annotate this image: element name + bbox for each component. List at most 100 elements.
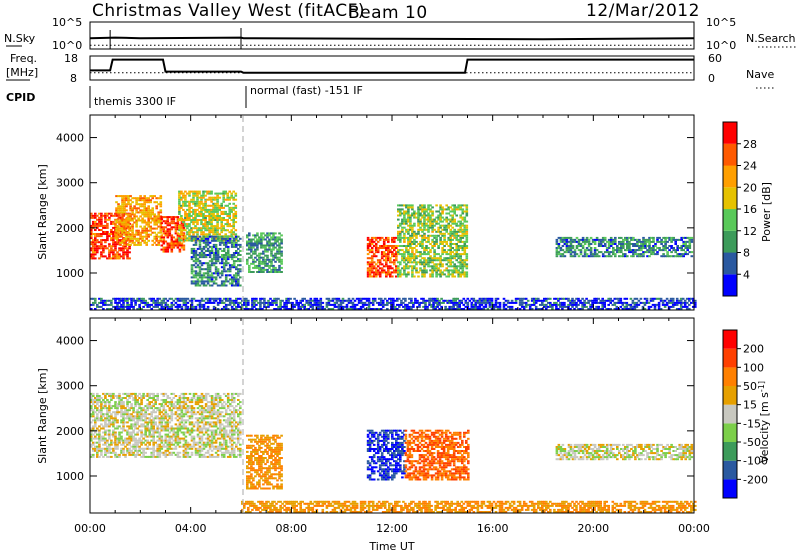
- data-cell: [429, 249, 432, 251]
- data-cell: [195, 262, 198, 264]
- data-cell: [423, 221, 426, 223]
- data-cell: [133, 205, 136, 207]
- data-cell: [232, 203, 235, 205]
- data-cell: [118, 456, 121, 458]
- data-cell: [260, 243, 263, 245]
- data-cell: [200, 201, 203, 203]
- data-cell: [499, 306, 502, 308]
- data-cell: [413, 231, 416, 233]
- data-cell: [268, 234, 271, 236]
- data-cell: [98, 430, 101, 432]
- data-cell: [142, 306, 145, 308]
- data-cell: [423, 276, 426, 278]
- data-cell: [441, 265, 444, 267]
- data-cell: [602, 241, 605, 243]
- data-cell: [142, 298, 145, 300]
- data-cell: [609, 298, 612, 300]
- data-cell: [642, 253, 645, 255]
- data-cell: [197, 283, 200, 285]
- data-cell: [215, 278, 218, 280]
- data-cell: [382, 300, 385, 302]
- data-cell: [691, 251, 694, 253]
- data-cell: [235, 246, 238, 248]
- data-cell: [116, 428, 119, 430]
- data-cell: [254, 261, 257, 263]
- data-cell: [231, 306, 234, 308]
- data-cell: [145, 242, 148, 244]
- data-cell: [525, 302, 528, 304]
- data-cell: [382, 302, 385, 304]
- data-cell: [399, 239, 402, 241]
- data-cell: [216, 223, 219, 225]
- data-cell: [119, 244, 122, 246]
- data-cell: [369, 245, 372, 247]
- data-cell: [422, 298, 425, 300]
- y-tick-label: 3000: [56, 177, 84, 190]
- data-cell: [443, 233, 446, 235]
- data-cell: [375, 239, 378, 241]
- data-cell: [503, 298, 506, 300]
- data-cell: [275, 300, 278, 302]
- data-cell: [466, 215, 469, 217]
- data-cell: [412, 306, 415, 308]
- data-cell: [584, 251, 587, 253]
- data-cell: [572, 247, 575, 249]
- data-cell: [173, 304, 176, 306]
- data-cell: [499, 304, 502, 306]
- data-cell: [116, 407, 119, 409]
- data-cell: [193, 298, 196, 300]
- data-cell: [117, 218, 120, 220]
- data-cell: [689, 247, 692, 249]
- data-cell: [397, 265, 400, 267]
- data-cell: [173, 247, 176, 249]
- data-cell: [441, 243, 444, 245]
- data-cell: [594, 241, 597, 243]
- data-cell: [132, 298, 135, 300]
- data-cell: [414, 298, 417, 300]
- data-cell: [195, 244, 198, 246]
- data-cell: [182, 221, 185, 223]
- data-cell: [466, 233, 469, 235]
- data-cell: [207, 238, 210, 240]
- data-cell: [143, 195, 146, 197]
- cpid-mode-1: normal (fast) -151 IF: [250, 84, 363, 97]
- data-cell: [122, 452, 125, 454]
- data-cell: [163, 300, 166, 302]
- data-cell: [98, 442, 101, 444]
- data-cell: [262, 236, 265, 238]
- data-cell: [310, 302, 313, 304]
- data-cell: [280, 261, 283, 263]
- data-cell: [419, 213, 422, 215]
- data-cell: [594, 251, 597, 253]
- data-cell: [188, 233, 191, 235]
- power-colorbar-segment: [723, 122, 737, 144]
- data-cell: [235, 266, 238, 268]
- data-cell: [442, 302, 445, 304]
- data-cell: [222, 201, 225, 203]
- data-cell: [220, 205, 223, 207]
- data-cell: [628, 245, 631, 247]
- data-cell: [98, 456, 101, 458]
- data-cell: [123, 228, 126, 230]
- data-cell: [180, 217, 183, 219]
- data-cell: [235, 229, 238, 231]
- data-cell: [652, 239, 655, 241]
- data-cell: [574, 251, 577, 253]
- data-cell: [185, 300, 188, 302]
- data-cell: [672, 298, 675, 300]
- data-cell: [211, 250, 214, 252]
- data-cell: [603, 306, 606, 308]
- data-cell: [130, 302, 133, 304]
- data-cell: [151, 244, 154, 246]
- data-cell: [125, 240, 128, 242]
- data-cell: [96, 403, 99, 405]
- data-cell: [250, 257, 253, 259]
- data-cell: [427, 229, 430, 231]
- data-cell: [588, 245, 591, 247]
- data-cell: [340, 304, 343, 306]
- data-cell: [151, 211, 154, 213]
- data-cell: [104, 444, 107, 446]
- data-cell: [433, 225, 436, 227]
- data-cell: [411, 237, 414, 239]
